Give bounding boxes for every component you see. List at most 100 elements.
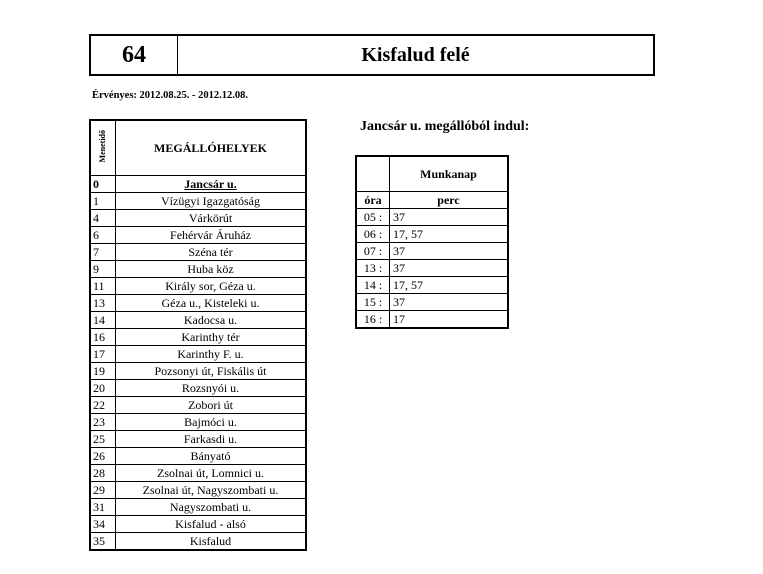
stop-row: 0 Jancsár u. xyxy=(89,175,307,193)
hour-header: óra xyxy=(355,191,390,209)
stop-row: 7 Széna tér xyxy=(89,243,307,261)
stop-row: 16 Karinthy tér xyxy=(89,328,307,346)
stop-row: 6 Fehérvár Áruház xyxy=(89,226,307,244)
travel-time: 19 xyxy=(89,362,116,380)
travel-time-header: Menetidő xyxy=(89,119,116,176)
stop-name: Várkörút xyxy=(115,209,307,227)
stop-name: Karinthy F. u. xyxy=(115,345,307,363)
minutes: 37 xyxy=(389,242,509,260)
blank-header xyxy=(355,155,390,192)
stop-name: Géza u., Kisteleki u. xyxy=(115,294,307,312)
travel-time: 14 xyxy=(89,311,116,329)
route-direction: Kisfalud felé xyxy=(361,43,470,66)
stop-name: Király sor, Géza u. xyxy=(115,277,307,295)
stop-row: 20 Rozsnyói u. xyxy=(89,379,307,397)
timetable-title: Jancsár u. megállóból indul: xyxy=(360,119,530,134)
travel-time: 6 xyxy=(89,226,116,244)
minutes: 37 xyxy=(389,208,509,226)
stop-row: 4 Várkörút xyxy=(89,209,307,227)
travel-time: 1 xyxy=(89,192,116,210)
travel-time: 4 xyxy=(89,209,116,227)
route-header: 64 Kisfalud felé xyxy=(89,34,655,76)
stop-row: 9 Huba köz xyxy=(89,260,307,278)
stop-name: Zsolnai út, Nagyszombati u. xyxy=(115,481,307,499)
stop-name: Bányató xyxy=(115,447,307,465)
stop-row: 35 Kisfalud xyxy=(89,532,307,551)
stop-name: Bajmóci u. xyxy=(115,413,307,431)
minutes: 17, 57 xyxy=(389,276,509,294)
travel-time: 28 xyxy=(89,464,116,482)
travel-time: 0 xyxy=(89,175,116,193)
departure-row: 07 :37 xyxy=(355,242,509,260)
travel-time: 11 xyxy=(89,277,116,295)
departure-row: 13 :37 xyxy=(355,259,509,277)
stops-header: MEGÁLLÓHELYEK xyxy=(115,119,307,176)
stop-name: Vízügyi Igazgatóság xyxy=(115,192,307,210)
travel-time: 35 xyxy=(89,532,116,551)
stop-name: Fehérvár Áruház xyxy=(115,226,307,244)
stop-row: 17 Karinthy F. u. xyxy=(89,345,307,363)
departure-row: 16 :17 xyxy=(355,310,509,329)
travel-time: 16 xyxy=(89,328,116,346)
travel-time: 25 xyxy=(89,430,116,448)
hour: 16 : xyxy=(355,310,390,329)
hour: 15 : xyxy=(355,293,390,311)
route-number: 64 xyxy=(91,36,178,74)
travel-time: 29 xyxy=(89,481,116,499)
stop-row: 29 Zsolnai út, Nagyszombati u. xyxy=(89,481,307,499)
minute-header: perc xyxy=(389,191,509,209)
stop-row: 11 Király sor, Géza u. xyxy=(89,277,307,295)
stop-row: 28 Zsolnai út, Lomnici u. xyxy=(89,464,307,482)
travel-time: 9 xyxy=(89,260,116,278)
stop-name: Pozsonyi út, Fiskális út xyxy=(115,362,307,380)
travel-time: 22 xyxy=(89,396,116,414)
stop-row: 19 Pozsonyi út, Fiskális út xyxy=(89,362,307,380)
travel-time: 31 xyxy=(89,498,116,516)
departure-row: 14 :17, 57 xyxy=(355,276,509,294)
departure-row: 15 :37 xyxy=(355,293,509,311)
travel-time: 34 xyxy=(89,515,116,533)
stop-name: Karinthy tér xyxy=(115,328,307,346)
hour: 06 : xyxy=(355,225,390,243)
stop-row: 31 Nagyszombati u. xyxy=(89,498,307,516)
minutes: 17 xyxy=(389,310,509,329)
hour: 05 : xyxy=(355,208,390,226)
stop-row: 1 Vízügyi Igazgatóság xyxy=(89,192,307,210)
stop-name: Széna tér xyxy=(115,243,307,261)
travel-time: 7 xyxy=(89,243,116,261)
stop-name: Huba köz xyxy=(115,260,307,278)
stop-name: Kadocsa u. xyxy=(115,311,307,329)
travel-time: 23 xyxy=(89,413,116,431)
stops-table: Menetidő MEGÁLLÓHELYEK 0 Jancsár u. 1 Vízüg… xyxy=(89,119,307,551)
hour: 14 : xyxy=(355,276,390,294)
hour: 13 : xyxy=(355,259,390,277)
minutes: 37 xyxy=(389,293,509,311)
stop-row: 13 Géza u., Kisteleki u. xyxy=(89,294,307,312)
travel-time: 26 xyxy=(89,447,116,465)
minutes: 17, 57 xyxy=(389,225,509,243)
hour: 07 : xyxy=(355,242,390,260)
stop-row: 23 Bajmóci u. xyxy=(89,413,307,431)
departure-row: 06 :17, 57 xyxy=(355,225,509,243)
travel-time: 17 xyxy=(89,345,116,363)
minutes: 37 xyxy=(389,259,509,277)
stop-name: Kisfalud - alsó xyxy=(115,515,307,533)
stop-row: 25 Farkasdi u. xyxy=(89,430,307,448)
stop-name: Farkasdi u. xyxy=(115,430,307,448)
stop-name: Kisfalud xyxy=(115,532,307,551)
stop-row: 34 Kisfalud - alsó xyxy=(89,515,307,533)
stop-name: Nagyszombati u. xyxy=(115,498,307,516)
stop-row: 14 Kadocsa u. xyxy=(89,311,307,329)
validity-period: Érvényes: 2012.08.25. - 2012.12.08. xyxy=(92,90,249,101)
stop-name: Zobori út xyxy=(115,396,307,414)
departure-row: 05 :37 xyxy=(355,208,509,226)
stop-name: Jancsár u. xyxy=(115,175,307,193)
stop-row: 22 Zobori út xyxy=(89,396,307,414)
travel-time: 20 xyxy=(89,379,116,397)
stop-name: Rozsnyói u. xyxy=(115,379,307,397)
stop-row: 26 Bányató xyxy=(89,447,307,465)
stop-name: Zsolnai út, Lomnici u. xyxy=(115,464,307,482)
day-type-header: Munkanap xyxy=(389,155,509,192)
timetable: Munkanap óra perc 05 :37 06 :17, 57 07 :37 1… xyxy=(355,155,509,329)
travel-time: 13 xyxy=(89,294,116,312)
